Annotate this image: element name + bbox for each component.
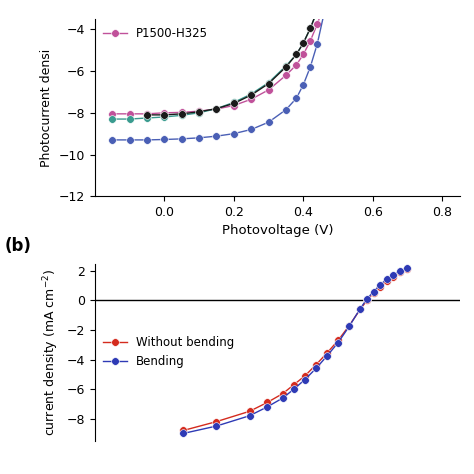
Y-axis label: current density (mA cm$^{-2}$): current density (mA cm$^{-2}$) — [41, 269, 61, 436]
Legend: P1500-H325: P1500-H325 — [100, 25, 210, 43]
X-axis label: Photovoltage (V): Photovoltage (V) — [221, 225, 333, 237]
Legend: Without bending, Bending: Without bending, Bending — [100, 334, 237, 371]
Text: (b): (b) — [5, 237, 32, 255]
Y-axis label: Photocurrent densi: Photocurrent densi — [40, 48, 53, 167]
